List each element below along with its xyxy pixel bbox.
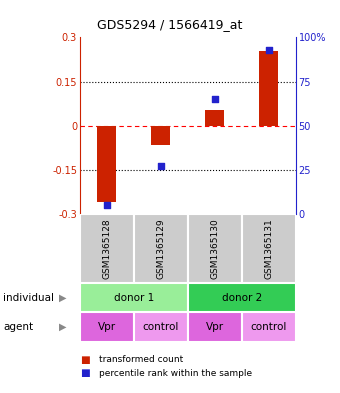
Text: ▶: ▶ <box>59 322 67 332</box>
Text: ▶: ▶ <box>59 293 67 303</box>
Text: GSM1365129: GSM1365129 <box>156 218 165 279</box>
Bar <box>134 214 188 283</box>
Bar <box>134 312 188 342</box>
Bar <box>98 126 116 202</box>
Text: percentile rank within the sample: percentile rank within the sample <box>99 369 252 378</box>
Point <box>266 46 272 53</box>
Bar <box>242 312 296 342</box>
Bar <box>80 283 188 312</box>
Text: control: control <box>251 322 287 332</box>
Text: transformed count: transformed count <box>99 355 183 364</box>
Text: Vpr: Vpr <box>206 322 224 332</box>
Bar <box>188 214 242 283</box>
Bar <box>80 312 134 342</box>
Point <box>104 202 109 208</box>
Text: GDS5294 / 1566419_at: GDS5294 / 1566419_at <box>97 18 243 31</box>
Text: Vpr: Vpr <box>98 322 116 332</box>
Text: donor 2: donor 2 <box>222 293 262 303</box>
Text: control: control <box>143 322 179 332</box>
Bar <box>80 214 134 283</box>
Text: ■: ■ <box>80 368 90 378</box>
Bar <box>151 126 170 145</box>
Text: agent: agent <box>3 322 34 332</box>
Bar <box>259 51 278 126</box>
Bar <box>188 283 296 312</box>
Text: donor 1: donor 1 <box>114 293 154 303</box>
Text: GSM1365128: GSM1365128 <box>102 218 112 279</box>
Bar <box>188 312 242 342</box>
Bar <box>242 214 296 283</box>
Bar <box>205 110 224 126</box>
Point <box>158 163 164 170</box>
Text: GSM1365130: GSM1365130 <box>210 218 219 279</box>
Point <box>212 96 218 102</box>
Text: ■: ■ <box>80 354 90 365</box>
Text: GSM1365131: GSM1365131 <box>264 218 273 279</box>
Text: individual: individual <box>3 293 54 303</box>
